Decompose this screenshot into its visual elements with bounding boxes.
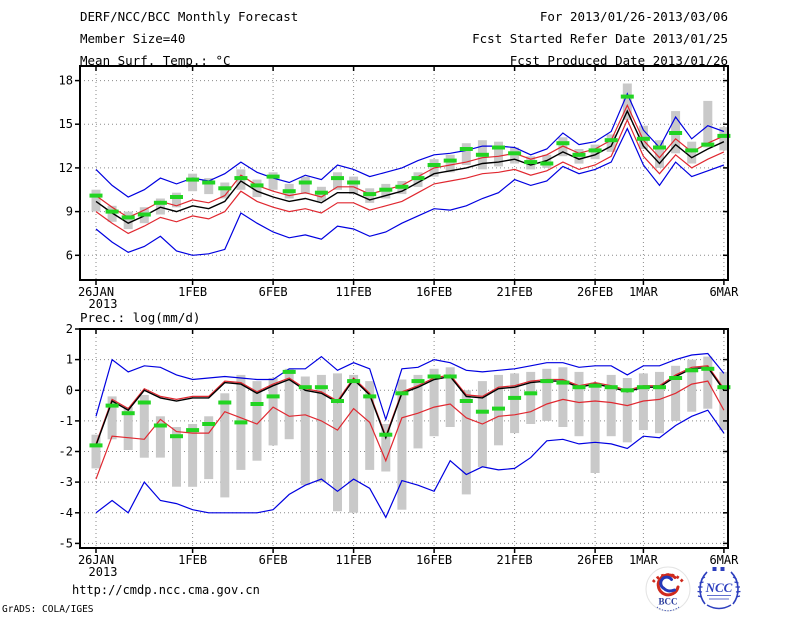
daily-reference-markers-green [89, 94, 731, 220]
plot-border [79, 65, 729, 281]
bcc-logo-red-swirl [656, 573, 680, 597]
svg-text:2013: 2013 [89, 297, 118, 311]
svg-text:-2: -2 [59, 445, 73, 459]
ensemble-spread-bars [91, 356, 729, 513]
svg-text:1: 1 [66, 353, 73, 367]
precip-forecast-panel: 2 1 0 -1 -2 -3 -4 -5 26JAN 1FEB 6FEB 11FEB 16FEB 21FE… [59, 322, 740, 579]
svg-text:26FEB: 26FEB [577, 285, 613, 299]
page-title: DERF/NCC/BCC Monthly Forecast [80, 9, 299, 24]
svg-text:1FEB: 1FEB [178, 553, 207, 567]
member-size-label: Member Size=40 [80, 31, 186, 46]
axis-labels: 2 1 0 -1 -2 -3 -4 -5 26JAN 1FEB 6FEB 11FEB 16FEB 21FE… [59, 322, 740, 579]
svg-text:1FEB: 1FEB [178, 285, 207, 299]
axis-labels: 6 9 12 15 18 26JAN 1FEB 6FEB 11FEB 16FEB 21FEB 26FE… [59, 74, 740, 311]
ensemble-max [95, 92, 725, 198]
svg-text:26FEB: 26FEB [577, 553, 613, 567]
bcc-logo-blue-swirl [659, 575, 676, 593]
svg-text:21FEB: 21FEB [497, 553, 533, 567]
bcc-logo-bottom-characters [656, 606, 680, 612]
source-url: http://cmdp.ncc.cma.gov.cn [72, 583, 260, 597]
bcc-logo: BCC [645, 566, 691, 612]
ncc-logo: NCC [695, 566, 743, 612]
svg-text:1MAR: 1MAR [629, 553, 659, 567]
svg-text:6: 6 [66, 248, 73, 262]
ensemble-min [95, 127, 725, 256]
precip-chart-title: Prec.: log(mm/d) [80, 310, 201, 325]
daily-reference-markers-green [89, 366, 731, 448]
ncc-logo-text: NCC [705, 580, 733, 595]
ncc-logo-top-character-2 [720, 567, 725, 571]
svg-text:11FEB: 11FEB [336, 553, 372, 567]
svg-text:6MAR: 6MAR [709, 285, 739, 299]
mean-minus-std [95, 380, 725, 480]
svg-text:1MAR: 1MAR [629, 285, 659, 299]
ensemble-min [95, 409, 725, 519]
svg-text:21FEB: 21FEB [497, 285, 533, 299]
ncc-logo-background [695, 566, 743, 612]
svg-text:26JAN: 26JAN [78, 553, 114, 567]
ensemble-mean [95, 109, 725, 224]
svg-text:-5: -5 [59, 536, 73, 550]
svg-text:11FEB: 11FEB [336, 285, 372, 299]
svg-text:16FEB: 16FEB [416, 285, 452, 299]
temp-forecast-panel: 6 9 12 15 18 26JAN 1FEB 6FEB 11FEB 16FEB 21FEB 26FE… [59, 65, 740, 311]
svg-text:18: 18 [59, 74, 73, 88]
forecast-period-label: For 2013/01/26-2013/03/06 [539, 9, 728, 24]
bcc-logo-text: BCC [658, 597, 677, 607]
svg-text:26JAN: 26JAN [78, 285, 114, 299]
svg-text:6MAR: 6MAR [709, 553, 739, 567]
svg-text:16FEB: 16FEB [416, 553, 452, 567]
grads-credit: GrADS: COLA/IGES [2, 604, 94, 615]
svg-text:12: 12 [59, 161, 73, 175]
svg-text:6FEB: 6FEB [259, 553, 288, 567]
fcst-refer-date-label: Fcst Started Refer Date 2013/01/25 [472, 31, 728, 46]
gridlines [80, 66, 728, 280]
svg-text:-3: -3 [59, 475, 73, 489]
ncc-logo-top-character-1 [712, 567, 717, 571]
svg-text:2: 2 [66, 322, 73, 336]
svg-text:9: 9 [66, 205, 73, 219]
svg-text:-4: -4 [59, 506, 73, 520]
ensemble-mean [95, 366, 725, 446]
svg-text:0: 0 [66, 383, 73, 397]
mean-minus-std [95, 118, 725, 235]
svg-text:-1: -1 [59, 414, 73, 428]
svg-text:2013: 2013 [89, 565, 118, 579]
mean-plus-std [95, 103, 725, 219]
mean-plus-std [95, 365, 725, 445]
ensemble-max [95, 352, 725, 422]
svg-text:6FEB: 6FEB [259, 285, 288, 299]
fcst-produced-date-label: Fcst Produced Date 2013/01/26 [509, 53, 728, 68]
ncc-logo-wreath [697, 571, 741, 610]
axis-ticks [75, 66, 728, 285]
svg-text:15: 15 [59, 117, 73, 131]
temp-chart-title: Mean Surf. Temp.: °C [80, 53, 231, 68]
axis-ticks [75, 328, 728, 553]
plot-border [79, 328, 729, 549]
